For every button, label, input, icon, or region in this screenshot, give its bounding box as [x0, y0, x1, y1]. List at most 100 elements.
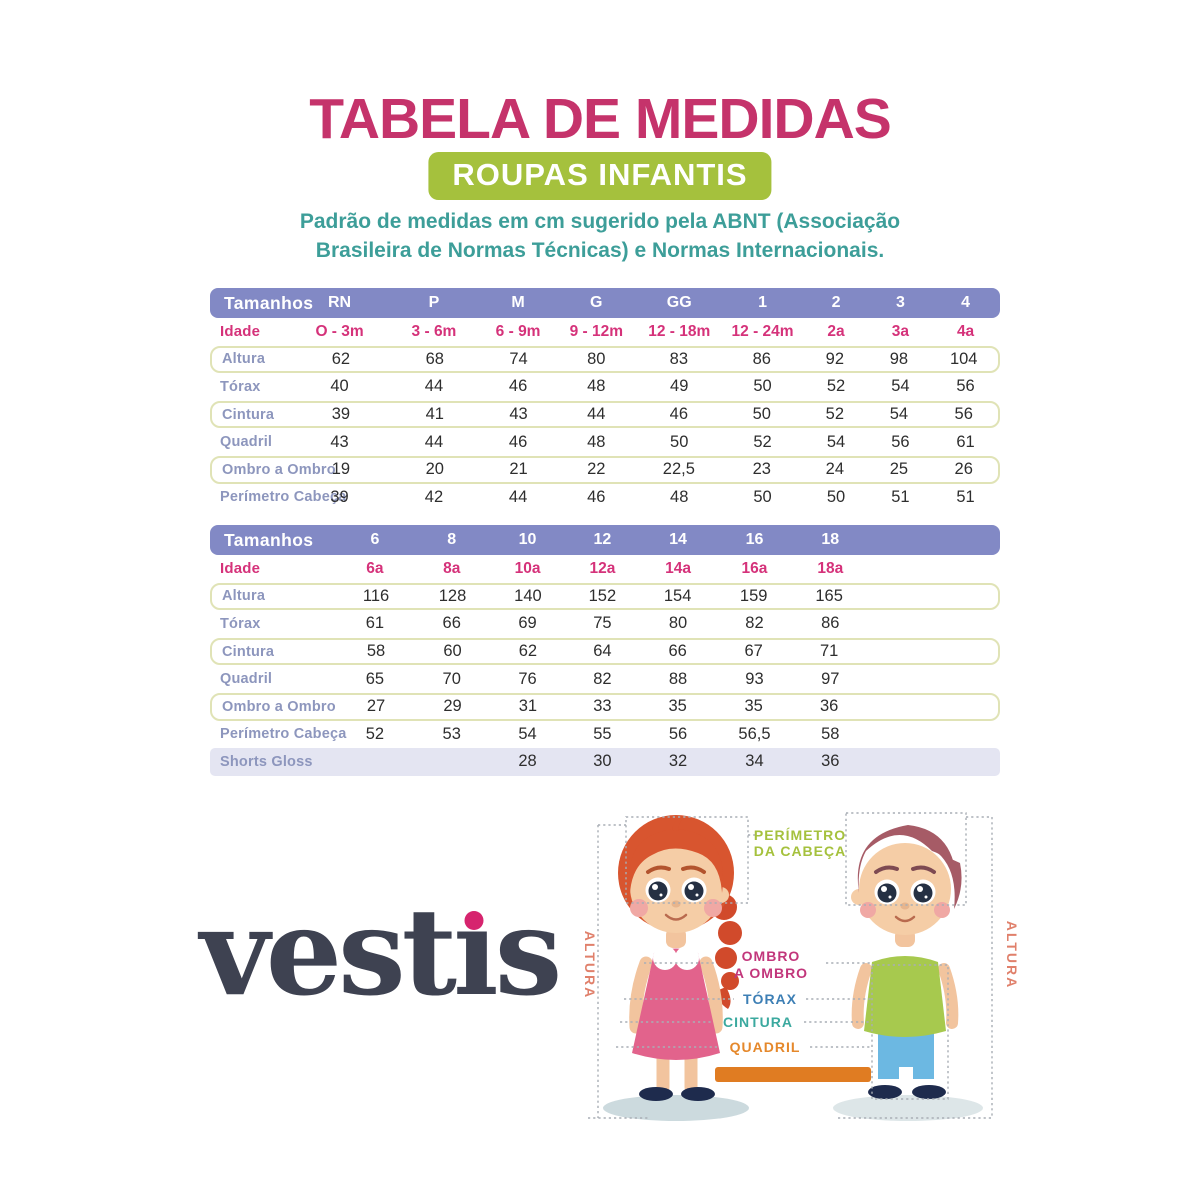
age-value: 12 - 18m — [648, 322, 711, 340]
column-header: 10 — [518, 531, 537, 548]
measure-row: Perímetro Cabeça 39 42 44 46 48 50 50 51 51 — [210, 484, 1000, 512]
age-value: 8a — [443, 559, 461, 577]
measure-value: 86 — [821, 614, 840, 633]
measure-value: 82 — [745, 614, 764, 633]
measure-row: Cintura 58 60 62 64 66 67 71 — [210, 637, 1000, 666]
measure-value: 54 — [518, 724, 537, 743]
measure-value: 50 — [753, 377, 772, 396]
boy-pants — [878, 1025, 934, 1079]
measure-value: 97 — [821, 669, 840, 688]
measure-value: 83 — [669, 349, 689, 368]
measure-value: 68 — [425, 349, 444, 368]
measure-value: 24 — [825, 460, 845, 479]
measure-value: 75 — [593, 614, 612, 633]
measure-row-label: Shorts Gloss — [220, 753, 313, 770]
age-value: 12 - 24m — [731, 322, 794, 340]
boy-shirt — [864, 956, 946, 1037]
page-title: TABELA DE MEDIDAS — [309, 87, 892, 151]
measure-row: Cintura 39 41 43 44 46 50 52 54 56 — [210, 400, 1000, 429]
age-value: 3 - 6m — [411, 322, 457, 340]
measure-value: 140 — [514, 586, 542, 605]
measure-row: Altura 62 68 74 80 83 86 92 98 104 — [210, 345, 1000, 374]
measure-value: 23 — [752, 460, 771, 479]
age-row-label: Idade — [220, 560, 261, 578]
column-header: RN — [328, 294, 352, 311]
measure-value: 39 — [330, 487, 349, 506]
measure-value: 50 — [752, 405, 771, 424]
category-badge: ROUPAS INFANTIS — [428, 152, 772, 200]
size-table-infant: Tamanhos RN P M G GG 1 2 3 4 Idade O - 3m 3 - 6m 6 - … — [210, 288, 1000, 511]
description-line-1: Padrão de medidas em cm sugerido pela AB… — [299, 210, 901, 233]
column-header: 14 — [669, 531, 687, 548]
measure-value: 36 — [821, 752, 840, 771]
age-row: Idade O - 3m 3 - 6m 6 - 9m 9 - 12m 12 - 18m 12… — [210, 318, 1000, 346]
measure-row: Quadril 65 70 76 82 88 93 97 — [210, 665, 1000, 693]
measure-value: 56 — [668, 724, 688, 743]
measure-value: 159 — [739, 586, 768, 605]
measure-value: 82 — [593, 669, 612, 688]
measure-value: 46 — [669, 405, 689, 424]
measure-value: 25 — [889, 460, 909, 479]
age-value: 2a — [827, 322, 845, 340]
measure-value: 43 — [509, 405, 528, 424]
measure-row: Ombro a Ombro 19 20 21 22 22,5 23 24 25 26 — [210, 455, 1000, 484]
measure-value: 44 — [508, 487, 528, 506]
measurement-figure: PERÍMETRO DA CABEÇA OMBRO A OMBRO TÓRAX … — [582, 812, 1020, 1121]
measure-row: Perímetro Cabeça 52 53 54 55 56 56,5 58 — [210, 721, 1000, 749]
description-line-2: Brasileira de Normas Técnicas) e Normas … — [315, 239, 885, 262]
label-shoulder-1: OMBRO — [742, 948, 801, 964]
measure-value: 61 — [365, 614, 385, 633]
label-hip: QUADRIL — [730, 1039, 801, 1055]
measure-value: 52 — [825, 405, 845, 424]
age-value: 9 - 12m — [569, 322, 623, 340]
age-value: 4a — [956, 322, 975, 340]
column-header: GG — [666, 294, 692, 311]
measure-value: 21 — [509, 460, 528, 479]
measure-row: Tórax 61 66 69 75 80 82 86 — [210, 610, 1000, 638]
description: Padrão de medidas em cm sugerido pela AB… — [0, 207, 1200, 265]
measure-value: 80 — [668, 614, 688, 633]
measure-value: 93 — [745, 669, 764, 688]
label-chest: TÓRAX — [743, 990, 797, 1007]
age-value: 6 - 9m — [495, 322, 541, 340]
column-header: 3 — [895, 294, 905, 311]
label-height-right: ALTURA — [1004, 921, 1020, 990]
measure-value: 46 — [508, 377, 528, 396]
measure-value: 74 — [509, 349, 528, 368]
column-header: 2 — [831, 294, 841, 311]
measure-value: 43 — [330, 432, 349, 451]
column-header: 6 — [370, 531, 380, 548]
measure-value: 40 — [330, 377, 349, 396]
measure-value: 65 — [365, 669, 385, 688]
age-value: 3a — [891, 322, 910, 340]
measure-value: 29 — [443, 697, 462, 716]
measure-value: 44 — [424, 377, 444, 396]
age-value: 6a — [366, 559, 384, 577]
column-header: 18 — [821, 531, 840, 548]
measure-value: 19 — [331, 460, 351, 479]
age-row: Idade 6a 8a 10a 12a 14a 16a 18a — [210, 555, 1000, 583]
measure-value: 50 — [826, 487, 846, 506]
measure-value: 48 — [587, 377, 606, 396]
age-value: O - 3m — [315, 322, 364, 340]
measure-value: 39 — [331, 405, 351, 424]
measure-value: 67 — [744, 642, 763, 661]
measure-value: 152 — [588, 586, 617, 605]
measure-value: 48 — [587, 432, 606, 451]
measure-value: 69 — [518, 614, 537, 633]
measure-row: Shorts Gloss 28 30 32 34 36 — [210, 748, 1000, 776]
measure-value: 128 — [438, 586, 467, 605]
logo-pink-dot — [464, 911, 484, 930]
girl-eyes — [645, 877, 707, 903]
measure-value: 80 — [587, 349, 606, 368]
measure-value: 53 — [442, 724, 461, 743]
column-header: 4 — [961, 294, 971, 311]
measure-value: 42 — [424, 487, 444, 506]
label-shoulder-2: A OMBRO — [734, 965, 808, 981]
measure-value: 60 — [443, 642, 462, 661]
measure-value: 35 — [668, 697, 687, 716]
measure-value: 56 — [954, 405, 973, 424]
measure-value: 61 — [956, 432, 975, 451]
measure-value: 62 — [518, 642, 538, 661]
